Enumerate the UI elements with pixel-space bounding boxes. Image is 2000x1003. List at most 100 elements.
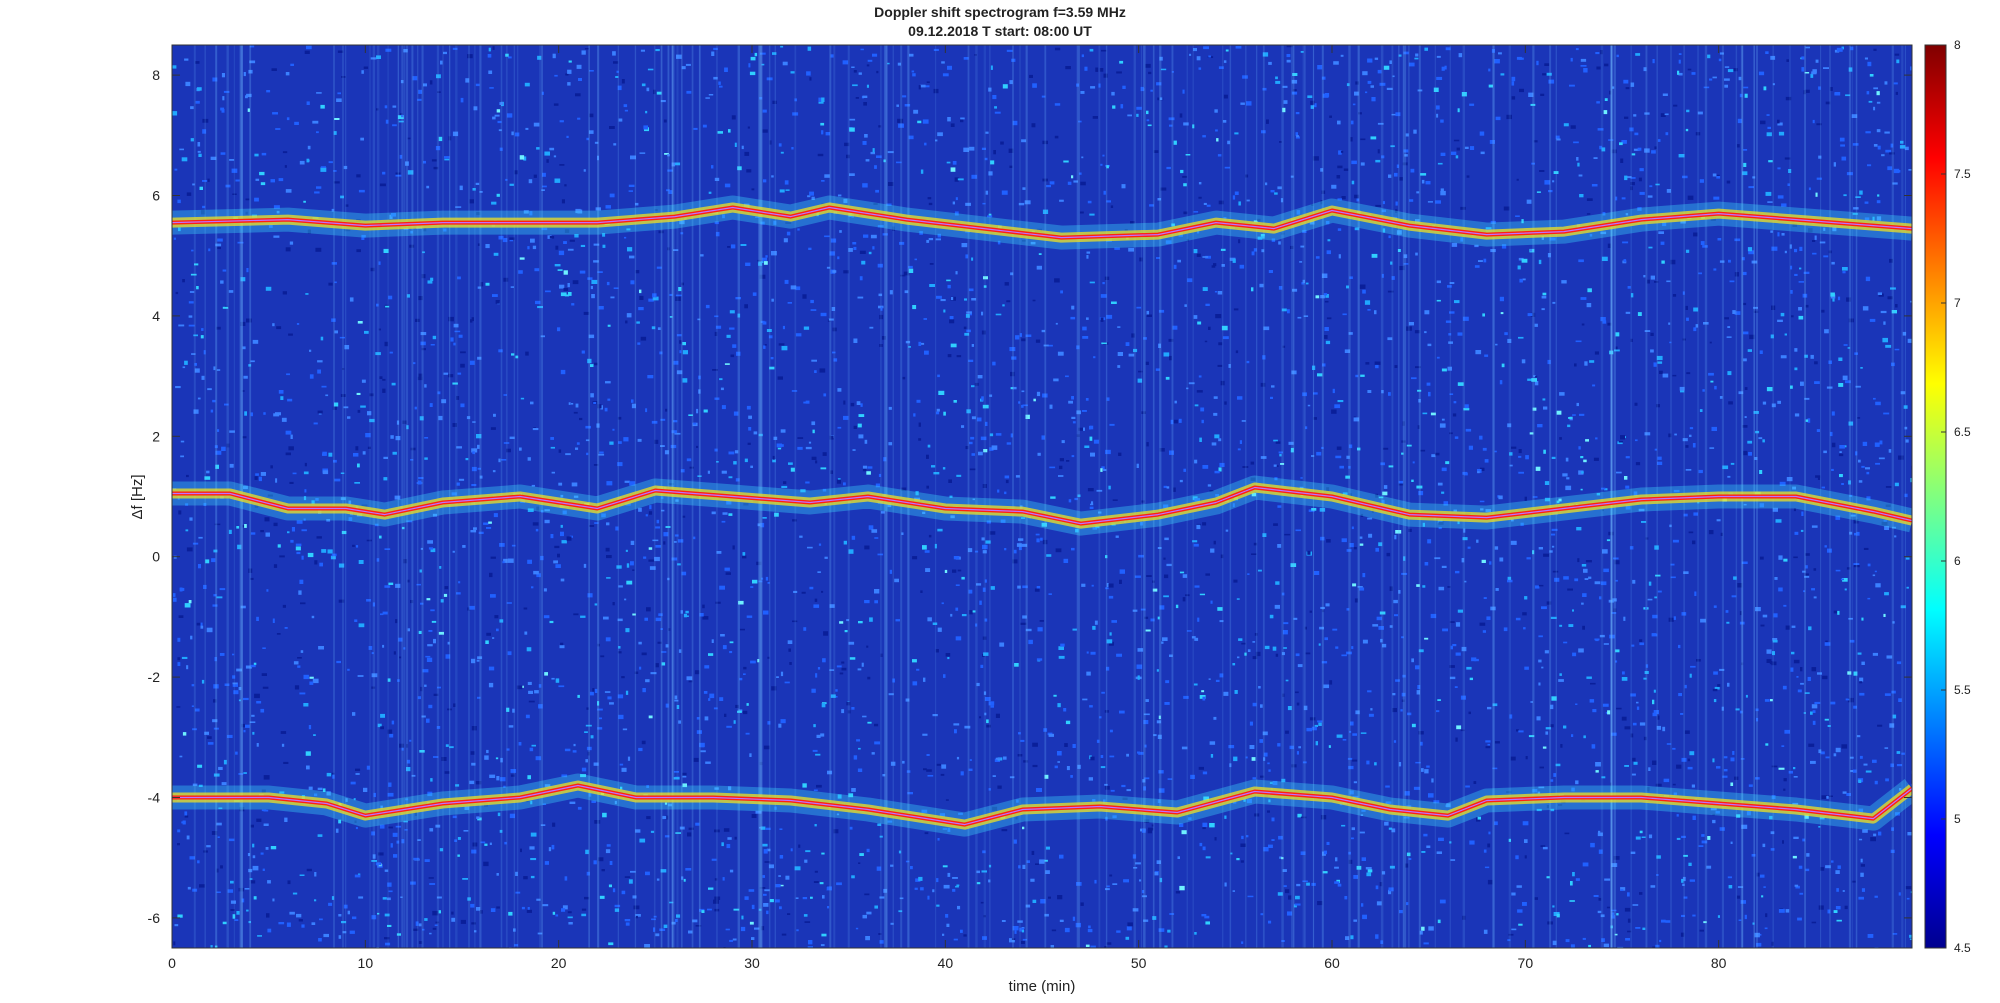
noise-speck [1199,437,1202,442]
noise-speck [994,111,1001,114]
noise-speck [1080,91,1085,94]
noise-speck [1367,390,1372,393]
noise-speck [265,286,272,291]
noise-speck [1692,443,1696,448]
noise-speck [294,685,300,690]
noise-speck [576,442,580,445]
noise-speck [1730,841,1733,844]
noise-speck [968,359,974,362]
noise-speck [844,142,850,147]
noise-speck [954,729,957,734]
noise-speck [1645,607,1648,610]
noise-speck [907,792,913,795]
noise-speck [639,152,646,154]
noise-speck [544,672,548,676]
noise-speck [681,876,684,880]
noise-speck [1890,143,1894,148]
noise-speck [1570,125,1576,129]
noise-speck [1542,292,1547,296]
noise-speck [1100,468,1103,472]
noise-speck [1479,622,1486,626]
noise-speck [1325,93,1330,97]
noise-speck [1636,701,1639,704]
noise-speck [966,409,971,414]
noise-speck [431,620,437,623]
noise-speck [421,348,426,351]
noise-speck [857,768,863,772]
noise-speck [589,70,594,72]
noise-speck [1824,329,1829,334]
noise-speck [186,835,190,840]
noise-speck [260,182,266,186]
noise-speck [617,694,624,699]
noise-speck [1630,693,1636,697]
noise-speck [1521,219,1524,224]
noise-speck [203,502,207,506]
noise-speck [1479,131,1485,136]
noise-speck [1117,326,1121,328]
noise-speck [1335,646,1339,649]
noise-speck [1150,89,1153,92]
noise-speck [1334,404,1341,409]
noise-speck [1383,485,1388,489]
noise-speck [314,793,318,797]
noise-speck [849,173,855,176]
noise-speck [1736,895,1741,899]
noise-speck [1035,339,1041,343]
noise-speck [1431,454,1436,458]
noise-speck [1695,324,1699,328]
noise-speck [870,151,875,155]
noise-speck [1589,360,1595,363]
noise-speck [1602,320,1607,324]
noise-speck [804,921,811,923]
noise-speck [763,261,768,265]
noise-speck [1506,791,1512,793]
noise-speck [1678,693,1682,697]
noise-speck [1615,660,1618,663]
noise-speck [1411,658,1414,663]
noise-speck [971,298,977,301]
noise-speck [678,720,681,724]
noise-speck [1041,435,1045,440]
noise-speck [1349,543,1354,548]
noise-speck [1346,608,1350,611]
noise-speck [923,85,930,88]
noise-speck [594,603,598,606]
noise-speck [714,829,720,833]
noise-speck [489,87,494,89]
noise-speck [988,788,991,791]
noise-speck [1556,913,1560,918]
noise-speck [1693,512,1698,516]
noise-speck [705,761,711,764]
noise-speck [489,774,496,778]
noise-speck [1341,824,1346,827]
noise-speck [1645,537,1649,540]
noise-speck [1751,260,1758,264]
noise-speck [1565,485,1572,491]
noise-speck [1783,788,1786,791]
noise-speck [1508,933,1514,936]
noise-speck [1361,903,1364,907]
noise-speck [1232,663,1236,666]
noise-speck [1844,588,1847,591]
noise-speck [372,854,376,859]
noise-speck [976,882,981,885]
noise-speck [1196,390,1203,393]
noise-speck [532,522,539,526]
noise-speck [927,617,932,622]
noise-speck [1279,141,1282,143]
noise-speck [1058,655,1065,659]
noise-speck [496,193,500,197]
noise-speck [422,669,429,673]
noise-speck [1054,765,1058,769]
noise-speck [1539,766,1544,769]
noise-speck [185,81,191,87]
noise-speck [1241,420,1246,422]
noise-speck [1208,678,1211,680]
noise-speck [1805,868,1810,872]
noise-speck [988,171,993,176]
chart-title: Doppler shift spectrogram f=3.59 MHz [874,4,1126,20]
noise-speck [1288,441,1294,445]
noise-speck [1670,576,1676,579]
noise-speck [913,109,919,114]
